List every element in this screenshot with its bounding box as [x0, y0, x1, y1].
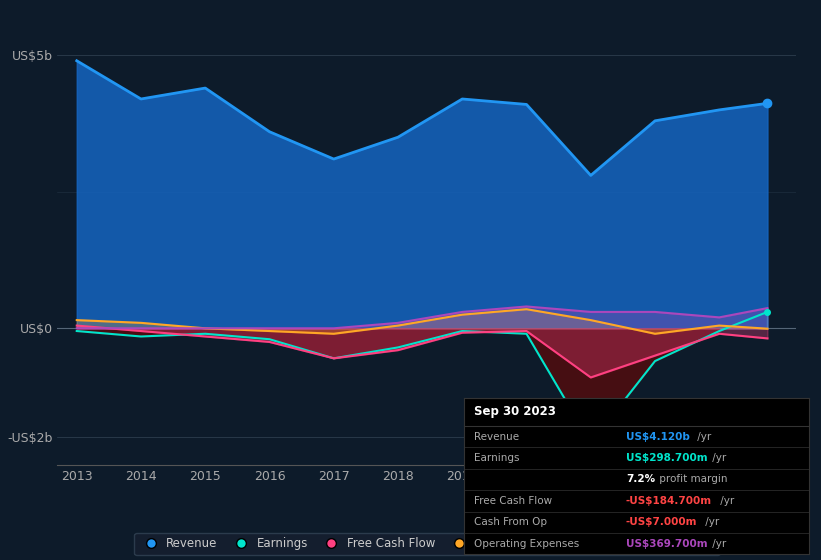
Text: Earnings: Earnings: [475, 453, 520, 463]
Text: Sep 30 2023: Sep 30 2023: [475, 405, 556, 418]
Text: US$298.700m: US$298.700m: [626, 453, 708, 463]
Text: US$369.700m: US$369.700m: [626, 539, 708, 549]
Text: 7.2%: 7.2%: [626, 474, 655, 484]
Text: /yr: /yr: [717, 496, 734, 506]
Text: /yr: /yr: [695, 432, 712, 441]
Text: Operating Expenses: Operating Expenses: [475, 539, 580, 549]
Text: profit margin: profit margin: [656, 474, 727, 484]
Text: -US$7.000m: -US$7.000m: [626, 517, 697, 528]
Text: Free Cash Flow: Free Cash Flow: [475, 496, 553, 506]
Text: -US$184.700m: -US$184.700m: [626, 496, 712, 506]
Text: Revenue: Revenue: [475, 432, 520, 441]
Text: /yr: /yr: [709, 453, 727, 463]
Text: /yr: /yr: [702, 517, 719, 528]
Text: /yr: /yr: [709, 539, 727, 549]
Legend: Revenue, Earnings, Free Cash Flow, Cash From Op, Operating Expenses: Revenue, Earnings, Free Cash Flow, Cash …: [135, 533, 719, 555]
Text: US$4.120b: US$4.120b: [626, 432, 690, 441]
Text: Cash From Op: Cash From Op: [475, 517, 548, 528]
